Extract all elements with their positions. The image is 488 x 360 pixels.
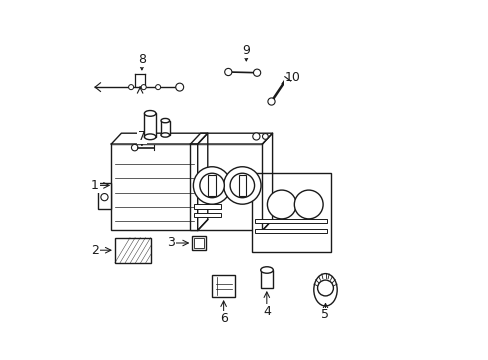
Text: 5: 5 <box>321 309 329 321</box>
Circle shape <box>224 68 231 76</box>
Bar <box>190 144 262 230</box>
Ellipse shape <box>161 118 169 123</box>
Circle shape <box>262 134 268 139</box>
Text: 8: 8 <box>138 53 145 66</box>
Circle shape <box>317 280 333 296</box>
Circle shape <box>223 167 261 204</box>
Text: 3: 3 <box>166 237 174 249</box>
Circle shape <box>131 144 138 151</box>
Bar <box>212 275 235 297</box>
Bar <box>260 270 273 288</box>
Bar <box>194 204 221 209</box>
Bar <box>208 175 215 195</box>
Bar <box>115 238 151 263</box>
Circle shape <box>141 85 146 90</box>
Bar <box>192 236 205 250</box>
Polygon shape <box>197 133 207 230</box>
Text: 2: 2 <box>91 244 99 257</box>
Text: 10: 10 <box>285 71 301 84</box>
Polygon shape <box>262 133 272 230</box>
Text: 7: 7 <box>138 130 145 143</box>
Circle shape <box>253 69 260 76</box>
Circle shape <box>200 173 224 198</box>
Ellipse shape <box>144 134 156 140</box>
Text: 4: 4 <box>263 305 270 318</box>
Circle shape <box>175 83 183 91</box>
Circle shape <box>101 194 108 201</box>
Bar <box>144 113 156 137</box>
Bar <box>238 175 245 195</box>
Circle shape <box>294 190 323 219</box>
Ellipse shape <box>161 133 169 137</box>
Circle shape <box>267 98 275 105</box>
Circle shape <box>252 133 260 140</box>
Bar <box>161 121 169 135</box>
Polygon shape <box>190 133 272 144</box>
Circle shape <box>155 85 160 90</box>
Bar <box>111 144 197 230</box>
Circle shape <box>128 85 133 90</box>
Text: 9: 9 <box>242 44 250 57</box>
Circle shape <box>230 173 254 198</box>
Polygon shape <box>111 133 207 144</box>
Bar <box>194 238 204 248</box>
Circle shape <box>267 190 296 219</box>
Bar <box>98 183 111 209</box>
Bar <box>255 229 326 233</box>
Circle shape <box>193 167 230 204</box>
Ellipse shape <box>144 111 156 116</box>
Bar <box>255 219 326 224</box>
Text: 1: 1 <box>91 179 99 192</box>
Bar <box>194 213 221 217</box>
Bar <box>251 173 330 252</box>
Text: 6: 6 <box>219 312 227 325</box>
Ellipse shape <box>313 274 337 306</box>
Ellipse shape <box>260 267 273 273</box>
